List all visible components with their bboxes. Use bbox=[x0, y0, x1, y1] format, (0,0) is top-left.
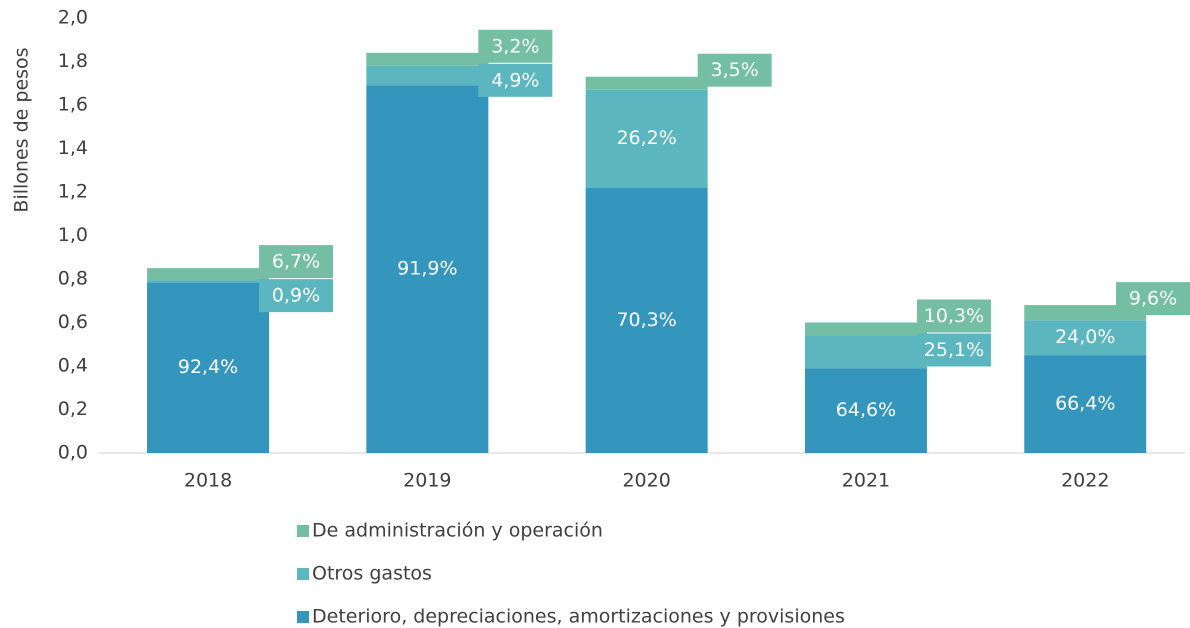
bar-label-box bbox=[478, 63, 553, 97]
legend-swatch bbox=[297, 525, 309, 537]
bar-label-box bbox=[259, 245, 334, 279]
legend-label: Otros gastos bbox=[312, 563, 432, 585]
bar-segment bbox=[585, 89, 708, 188]
bar-segment bbox=[147, 268, 270, 281]
legend-swatch bbox=[297, 611, 309, 623]
bar-label: 9,6% bbox=[1129, 288, 1177, 310]
y-tick-label: 0,0 bbox=[58, 442, 88, 464]
bar-label: 6,7% bbox=[272, 251, 320, 273]
y-tick-label: 1,6 bbox=[58, 94, 88, 116]
y-tick-label: 1,0 bbox=[58, 224, 88, 246]
bar-label-box bbox=[478, 29, 553, 63]
bar-label: 66,4% bbox=[1055, 393, 1115, 415]
bar-label-box bbox=[916, 299, 991, 333]
bar-segment bbox=[1024, 355, 1147, 453]
bar-label: 92,4% bbox=[178, 356, 238, 378]
bar-segment bbox=[147, 282, 270, 453]
bar-label: 25,1% bbox=[924, 339, 984, 361]
legend-label: De administración y operación bbox=[312, 520, 603, 542]
bar-segment bbox=[804, 322, 927, 336]
bar-label: 3,2% bbox=[491, 35, 539, 57]
x-tick-label: 2022 bbox=[1061, 470, 1109, 492]
y-tick-label: 2,0 bbox=[58, 7, 88, 29]
y-tick-label: 1,4 bbox=[58, 137, 88, 159]
bar-segment bbox=[366, 85, 489, 454]
bar-segment bbox=[1024, 305, 1147, 321]
bar-segment bbox=[585, 187, 708, 453]
bar-label: 24,0% bbox=[1055, 326, 1115, 348]
y-tick-label: 1,8 bbox=[58, 50, 88, 72]
bar-label-box bbox=[259, 279, 334, 313]
bar-segment bbox=[366, 65, 489, 86]
legend-swatch bbox=[297, 568, 309, 580]
y-tick-label: 0,4 bbox=[58, 355, 88, 377]
y-tick-label: 0,8 bbox=[58, 268, 88, 290]
x-tick-label: 2020 bbox=[622, 470, 670, 492]
bar-label: 64,6% bbox=[836, 399, 896, 421]
bar-label: 10,3% bbox=[924, 305, 984, 327]
bar-label: 26,2% bbox=[616, 127, 676, 149]
x-tick-label: 2021 bbox=[842, 470, 890, 492]
bar-label: 3,5% bbox=[711, 59, 759, 81]
bar-label: 0,9% bbox=[272, 285, 320, 307]
bar-segment bbox=[1024, 320, 1147, 356]
bar-label-box bbox=[916, 333, 991, 367]
bar-label: 70,3% bbox=[616, 309, 676, 331]
bar-label-box bbox=[697, 53, 772, 87]
y-axis-label: Billones de pesos bbox=[11, 47, 33, 212]
bar-segment bbox=[804, 368, 927, 453]
x-tick-label: 2019 bbox=[403, 470, 451, 492]
bar-label: 4,9% bbox=[491, 69, 539, 91]
bar-segment bbox=[366, 52, 489, 66]
y-tick-label: 0,6 bbox=[58, 311, 88, 333]
x-tick-label: 2018 bbox=[184, 470, 232, 492]
bar-segment bbox=[147, 280, 270, 283]
bar-label: 91,9% bbox=[397, 258, 457, 280]
legend-label: Deterioro, depreciaciones, amortizacione… bbox=[312, 606, 845, 628]
y-tick-label: 1,2 bbox=[58, 181, 88, 203]
y-tick-label: 0,2 bbox=[58, 398, 88, 420]
bar-segment bbox=[804, 335, 927, 369]
bar-label-box bbox=[1116, 282, 1190, 316]
bar-segment bbox=[585, 76, 708, 90]
